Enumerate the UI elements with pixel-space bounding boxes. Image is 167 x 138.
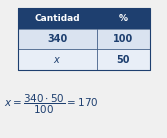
Bar [18, 49, 97, 70]
Bar [97, 49, 150, 70]
Text: 100: 100 [113, 34, 133, 44]
Bar [18, 8, 150, 70]
Bar [97, 29, 150, 49]
Text: 50: 50 [117, 55, 130, 65]
Bar [97, 8, 150, 29]
Text: $x = \dfrac{340 \cdot 50}{100} = 170$: $x = \dfrac{340 \cdot 50}{100} = 170$ [4, 92, 99, 116]
Bar [18, 29, 97, 49]
Bar [18, 8, 97, 29]
Text: Cantidad: Cantidad [34, 14, 80, 23]
Text: 340: 340 [47, 34, 67, 44]
Text: %: % [119, 14, 128, 23]
Text: $x$: $x$ [53, 55, 61, 65]
